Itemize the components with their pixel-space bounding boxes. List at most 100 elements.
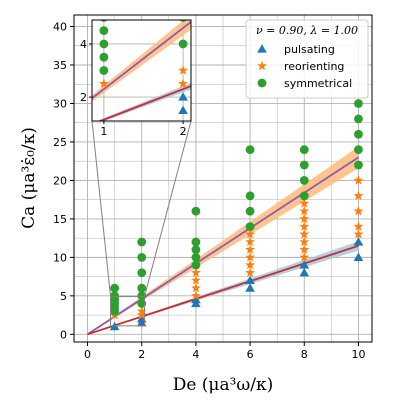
zoom-connectors	[91, 120, 192, 327]
inset-data-point-reorienting	[178, 65, 189, 75]
data-point-symmetrical	[191, 237, 201, 247]
data-point-symmetrical	[299, 176, 309, 185]
data-point-reorienting	[299, 198, 310, 208]
confidence-bands	[87, 146, 359, 335]
inset-data-point-symmetrical	[178, 39, 188, 49]
inset-data-point-symmetrical	[99, 52, 109, 62]
boundary-line	[87, 156, 359, 336]
inset-data-point-reorienting	[98, 78, 109, 88]
y-tick-label: 5	[60, 290, 67, 303]
data-point-symmetrical	[191, 252, 201, 262]
data-point-symmetrical	[245, 222, 255, 231]
data-point-reorienting	[136, 306, 147, 316]
data-point-symmetrical	[245, 145, 255, 155]
data-point-reorienting	[245, 244, 256, 254]
y-tick-label: 30	[53, 97, 67, 110]
data-point-pulsating	[245, 275, 255, 285]
data-point-symmetrical	[137, 291, 147, 301]
data-point-pulsating	[245, 283, 255, 292]
x-tick-label: 0	[84, 348, 91, 361]
y-tick-label: 35	[53, 59, 67, 72]
y-tick-label: 15	[53, 213, 67, 226]
data-point-symmetrical	[137, 268, 147, 278]
x-tick-label: 4	[192, 348, 199, 361]
data-point-symmetrical	[110, 291, 120, 301]
zoom-connector	[143, 120, 192, 297]
data-point-pulsating	[353, 252, 364, 261]
data-point-reorienting	[190, 282, 201, 293]
data-point-reorienting	[299, 244, 310, 254]
y-tick-label: 25	[53, 136, 67, 149]
data-point-symmetrical	[354, 129, 363, 139]
x-tick-label: 8	[301, 348, 308, 361]
data-point-pulsating	[353, 237, 364, 246]
x-tick-label: 6	[247, 348, 254, 361]
zoom-connector	[91, 120, 112, 297]
inset-content	[92, 20, 191, 121]
legend-marker-pulsating	[257, 44, 267, 53]
legend-title: ν = 0.90, λ = 1.00	[256, 24, 358, 37]
data-point-symmetrical	[137, 237, 147, 247]
data-point-symmetrical	[191, 245, 201, 255]
data-point-pulsating	[191, 294, 201, 304]
data-point-symmetrical	[299, 160, 309, 170]
data-point-symmetrical	[354, 145, 363, 155]
data-point-symmetrical	[354, 160, 363, 170]
data-point-reorienting	[190, 290, 201, 301]
inset-data-point-symmetrical	[99, 66, 109, 75]
data-point-reorienting	[299, 252, 310, 262]
data-point-reorienting	[353, 190, 364, 201]
inset-x-tick-label: 2	[180, 125, 187, 138]
inset-data-point-symmetrical	[99, 39, 109, 49]
data-point-reorienting	[353, 221, 364, 231]
data-point-symmetrical	[245, 191, 255, 201]
data-point-symmetrical	[354, 99, 363, 108]
confidence-band	[87, 241, 359, 335]
data-point-reorienting	[353, 229, 364, 239]
data-point-reorienting	[299, 213, 310, 224]
x-tick-label: 2	[138, 348, 145, 361]
zoom-box	[110, 296, 145, 327]
data-point-reorienting	[299, 229, 310, 239]
inset-data-point-pulsating	[178, 92, 188, 101]
y-tick-label: 40	[53, 21, 67, 34]
data-point-symmetrical	[191, 260, 201, 270]
legend-label-symmetrical: symmetrical	[284, 77, 352, 90]
legend-box	[245, 19, 369, 99]
plot-frame	[73, 14, 373, 343]
data-point-reorienting	[299, 236, 310, 247]
data-point-reorienting	[245, 229, 256, 239]
data-point-symmetrical	[299, 145, 309, 155]
data-points	[109, 99, 364, 331]
data-point-symmetrical	[191, 206, 201, 216]
inset-confidence-band	[96, 82, 191, 121]
data-point-reorienting	[353, 206, 364, 216]
boundary-lines	[87, 156, 359, 336]
y-tick-label: 20	[53, 174, 67, 187]
legend-label-reorienting: reorienting	[284, 60, 344, 73]
y-axis-label: Ca (μa³ε̇₀/κ)	[19, 127, 39, 229]
data-point-symmetrical	[110, 283, 120, 293]
inset-data-point-reorienting	[178, 78, 189, 88]
inset-y-tick-label: 4	[80, 38, 87, 51]
data-point-symmetrical	[245, 206, 255, 216]
inset-data-point-pulsating	[102, 118, 106, 121]
inset-x-tick-label: 1	[100, 125, 107, 138]
data-point-pulsating	[299, 260, 310, 269]
data-point-reorienting	[136, 309, 147, 320]
data-point-reorienting	[299, 206, 310, 216]
data-point-reorienting	[245, 259, 256, 270]
data-point-symmetrical	[137, 283, 147, 293]
inset-boundary-line	[97, 85, 191, 121]
data-point-reorienting	[245, 267, 256, 277]
data-point-reorienting	[353, 175, 364, 185]
confidence-band	[87, 146, 359, 335]
legend-label-pulsating: pulsating	[284, 43, 335, 56]
inset-y-tick-label: 2	[80, 91, 87, 104]
x-axis-ticks: 0 2 4 6 8 10	[84, 342, 365, 361]
boundary-line	[87, 244, 359, 336]
data-point-reorienting	[190, 267, 201, 277]
inset-data-point-symmetrical	[99, 26, 109, 36]
data-point-symmetrical	[354, 114, 363, 124]
inset-frame	[91, 19, 192, 122]
